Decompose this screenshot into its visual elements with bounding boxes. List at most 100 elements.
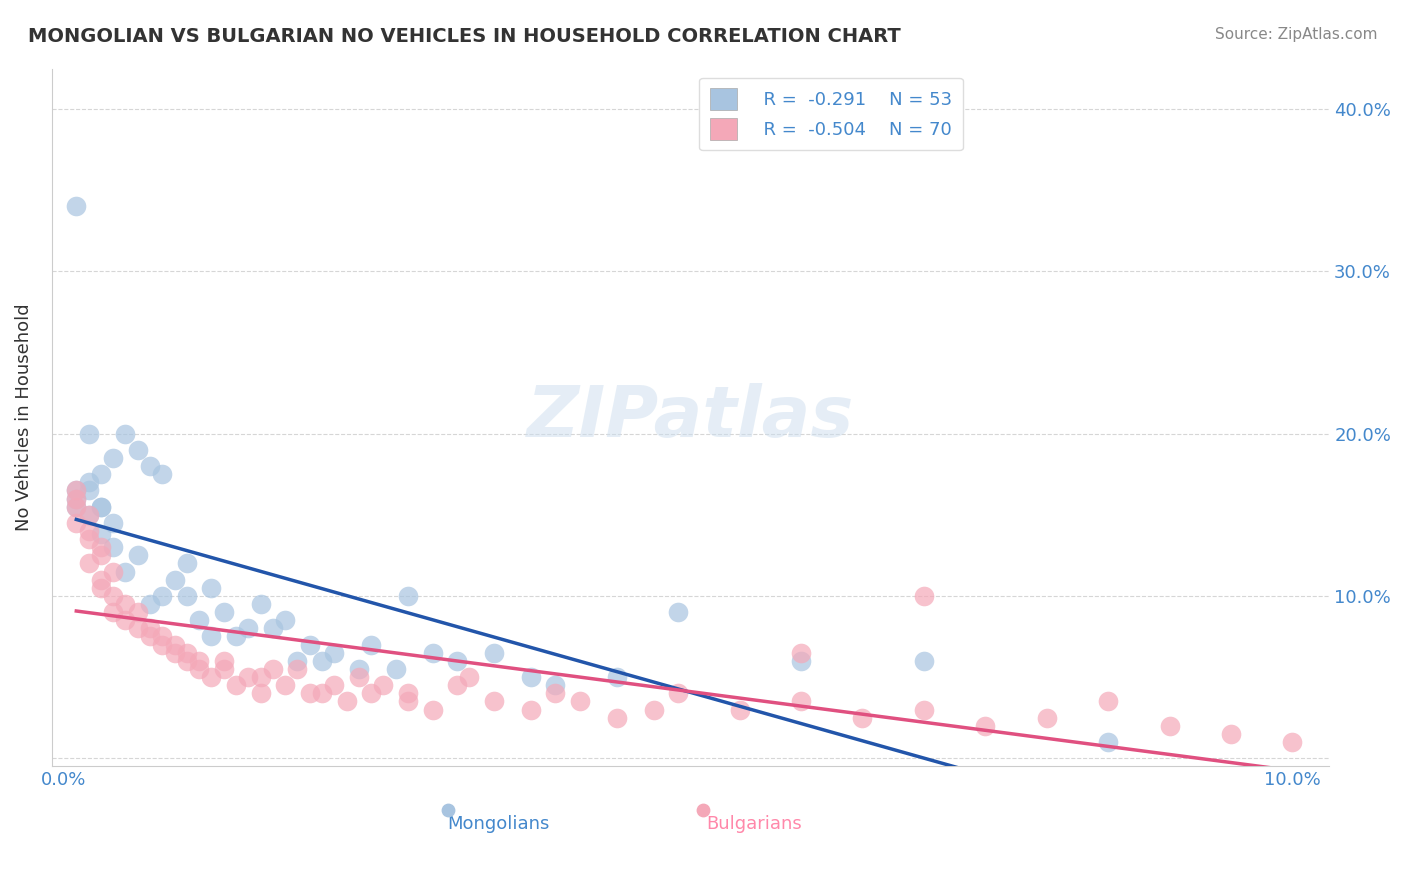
Point bbox=[851, 711, 873, 725]
Point bbox=[606, 711, 628, 725]
Point bbox=[225, 678, 247, 692]
Point bbox=[396, 589, 419, 603]
Point bbox=[114, 613, 136, 627]
Point bbox=[114, 597, 136, 611]
Point bbox=[212, 605, 235, 619]
Point bbox=[238, 621, 260, 635]
Point bbox=[396, 694, 419, 708]
Point bbox=[249, 597, 271, 611]
Point bbox=[1035, 711, 1057, 725]
Point bbox=[311, 654, 333, 668]
Point bbox=[287, 662, 309, 676]
Text: Source: ZipAtlas.com: Source: ZipAtlas.com bbox=[1215, 27, 1378, 42]
Point bbox=[446, 678, 468, 692]
Point bbox=[150, 589, 173, 603]
Point bbox=[65, 199, 87, 213]
Y-axis label: No Vehicles in Household: No Vehicles in Household bbox=[15, 303, 32, 532]
Point bbox=[446, 654, 468, 668]
Point bbox=[127, 605, 149, 619]
Point bbox=[422, 702, 444, 716]
Point bbox=[287, 654, 309, 668]
Point bbox=[482, 694, 505, 708]
Point bbox=[139, 597, 162, 611]
Point bbox=[65, 500, 87, 514]
Point bbox=[127, 442, 149, 457]
Text: Mongolians: Mongolians bbox=[447, 815, 550, 833]
Point bbox=[298, 686, 321, 700]
Point bbox=[176, 589, 198, 603]
Point bbox=[373, 678, 395, 692]
Point bbox=[520, 702, 543, 716]
Point bbox=[77, 475, 100, 490]
Point bbox=[396, 686, 419, 700]
Point bbox=[65, 483, 87, 498]
Point bbox=[520, 670, 543, 684]
Point bbox=[139, 459, 162, 474]
Point bbox=[163, 573, 186, 587]
Point bbox=[139, 621, 162, 635]
Text: Bulgarians: Bulgarians bbox=[706, 815, 803, 833]
Point bbox=[323, 646, 346, 660]
Point bbox=[274, 613, 297, 627]
Point bbox=[77, 524, 100, 538]
Point bbox=[77, 508, 100, 522]
Point bbox=[176, 646, 198, 660]
Point bbox=[200, 581, 222, 595]
Point bbox=[1281, 735, 1303, 749]
Point bbox=[176, 654, 198, 668]
Point bbox=[114, 565, 136, 579]
Point bbox=[101, 541, 124, 555]
Point bbox=[65, 516, 87, 530]
Point bbox=[90, 581, 112, 595]
Point bbox=[212, 654, 235, 668]
Point bbox=[912, 589, 935, 603]
Point bbox=[188, 613, 211, 627]
Point bbox=[90, 549, 112, 563]
Point bbox=[77, 426, 100, 441]
Point bbox=[77, 557, 100, 571]
Point bbox=[384, 662, 406, 676]
Point bbox=[150, 630, 173, 644]
Point bbox=[101, 605, 124, 619]
Point bbox=[101, 450, 124, 465]
Point bbox=[200, 630, 222, 644]
Point bbox=[188, 662, 211, 676]
Point bbox=[90, 541, 112, 555]
Point bbox=[912, 702, 935, 716]
Point bbox=[360, 686, 382, 700]
Point bbox=[188, 654, 211, 668]
Point bbox=[77, 483, 100, 498]
Point bbox=[335, 694, 357, 708]
Point bbox=[150, 467, 173, 482]
Point bbox=[666, 686, 689, 700]
Point bbox=[544, 686, 567, 700]
Point bbox=[790, 646, 813, 660]
Point bbox=[90, 467, 112, 482]
Point bbox=[101, 589, 124, 603]
Point bbox=[274, 678, 297, 692]
Point bbox=[912, 654, 935, 668]
Point bbox=[212, 662, 235, 676]
Point bbox=[790, 654, 813, 668]
Point bbox=[728, 702, 751, 716]
Point bbox=[90, 500, 112, 514]
Point bbox=[482, 646, 505, 660]
Text: MONGOLIAN VS BULGARIAN NO VEHICLES IN HOUSEHOLD CORRELATION CHART: MONGOLIAN VS BULGARIAN NO VEHICLES IN HO… bbox=[28, 27, 901, 45]
Point bbox=[422, 646, 444, 660]
Point bbox=[1159, 719, 1181, 733]
Point bbox=[163, 646, 186, 660]
Point bbox=[666, 605, 689, 619]
Point bbox=[65, 491, 87, 506]
Point bbox=[163, 638, 186, 652]
Point bbox=[974, 719, 997, 733]
Point bbox=[544, 678, 567, 692]
Point bbox=[127, 549, 149, 563]
Point bbox=[790, 694, 813, 708]
Point bbox=[1220, 727, 1243, 741]
Point bbox=[568, 694, 591, 708]
Point bbox=[238, 670, 260, 684]
Point bbox=[323, 678, 346, 692]
Point bbox=[1097, 694, 1119, 708]
Point bbox=[90, 500, 112, 514]
Point bbox=[127, 621, 149, 635]
